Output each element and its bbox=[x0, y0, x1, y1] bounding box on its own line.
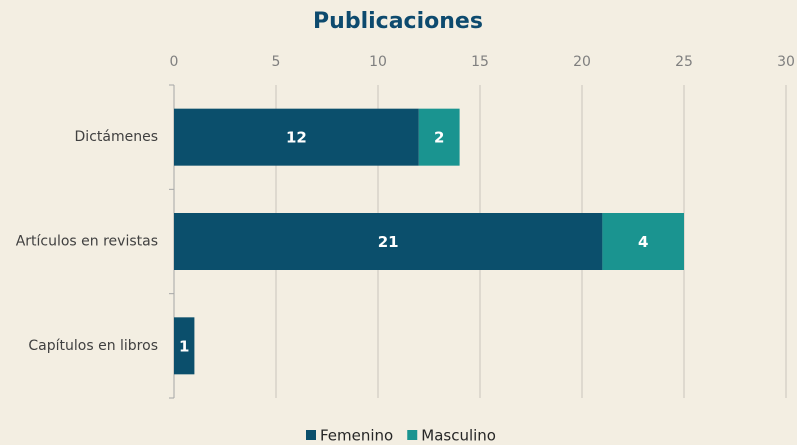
bar bbox=[174, 317, 195, 375]
x-tick-label: 30 bbox=[777, 54, 795, 70]
x-tick-label: 25 bbox=[675, 54, 693, 70]
chart-title: Publicaciones bbox=[313, 9, 483, 34]
bar bbox=[174, 108, 419, 166]
y-tick-label: Capítulos en libros bbox=[28, 338, 158, 354]
x-tick-label: 15 bbox=[471, 54, 489, 70]
x-tick-label: 20 bbox=[573, 54, 591, 70]
data-label: 2 bbox=[434, 129, 444, 147]
bar bbox=[174, 213, 603, 270]
data-label: 1 bbox=[179, 337, 189, 355]
data-label: 4 bbox=[638, 233, 648, 251]
x-tick-label: 10 bbox=[369, 54, 387, 70]
x-tick-label: 5 bbox=[272, 54, 281, 70]
bar bbox=[418, 108, 460, 166]
x-tick-label: 0 bbox=[170, 54, 179, 70]
data-label: 21 bbox=[378, 233, 399, 251]
legend-label: Masculino bbox=[421, 427, 496, 445]
y-tick-label: Dictámenes bbox=[75, 129, 158, 145]
legend-label: Femenino bbox=[320, 427, 393, 445]
y-tick-label: Artículos en revistas bbox=[16, 234, 158, 250]
legend-swatch bbox=[407, 430, 418, 440]
bar bbox=[602, 213, 684, 270]
data-label: 12 bbox=[286, 129, 307, 147]
legend-swatch bbox=[306, 430, 316, 440]
